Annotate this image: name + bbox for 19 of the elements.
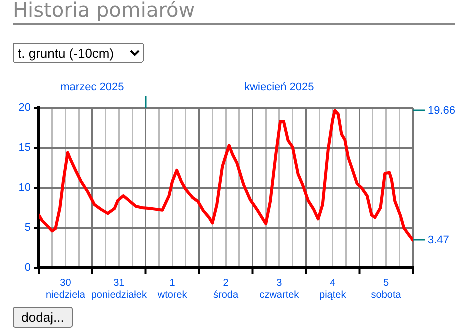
x-tick-label: 3 czwartek	[260, 278, 300, 301]
dropdown: t. gruntu (-10cm)	[13, 43, 144, 63]
y-tick-label: 20	[18, 102, 31, 114]
y2-tick-label: 19.66	[428, 104, 456, 117]
chart-title: Historia pomiarów	[13, 0, 455, 25]
x-tick-label: 30 niedziela	[46, 278, 86, 301]
y-tick-label: 10	[18, 182, 31, 194]
x-tick-label: 2 środa	[213, 278, 239, 301]
x2-tick-label: marzec 2025	[60, 81, 124, 94]
x-tick-label: 5 sobota	[371, 278, 402, 301]
y-tick-label: 15	[18, 142, 31, 154]
x-tick-label: 4 piątek	[320, 278, 348, 301]
x-tick-label: 1 wtorek	[156, 278, 188, 301]
y2-tick-label: 3.47	[428, 234, 450, 246]
y-tick-label: 0	[24, 262, 31, 274]
x-tick-label: 31 poniedziałek	[91, 278, 148, 301]
y-tick-label: 5	[24, 222, 31, 234]
button: dodaj...	[13, 307, 73, 328]
x2-tick-label: kwiecień 2025	[244, 81, 314, 94]
